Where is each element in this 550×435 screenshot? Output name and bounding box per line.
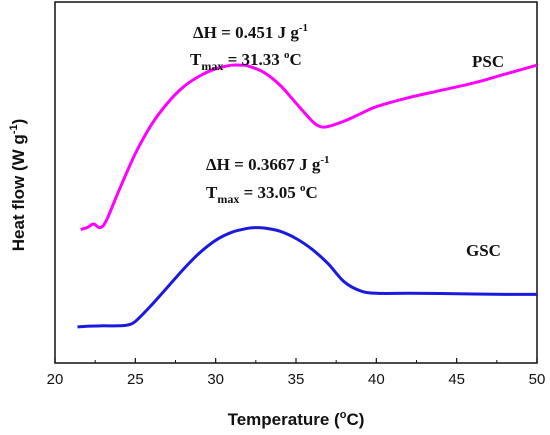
annotation-gsc-tmax: Tmax = 33.05 oC (206, 182, 318, 206)
x-axis-tick-labels: 20 25 30 35 40 45 50 (47, 371, 546, 388)
x-tick-label: 25 (127, 371, 144, 388)
series-line-psc (80, 63, 538, 231)
series-label-gsc: GSC (466, 241, 501, 260)
annotation-psc-enthalpy: ΔH = 0.451 J g-1 (193, 22, 308, 42)
y-axis-title: Heat flow (W g-1) (8, 119, 28, 252)
x-tick-label: 45 (448, 371, 465, 388)
x-tick-label: 30 (207, 371, 224, 388)
x-tick-label: 20 (47, 371, 64, 388)
annotation-gsc-enthalpy: ΔH = 0.3667 J g-1 (206, 154, 330, 174)
x-axis-title: Temperature (oC) (228, 409, 365, 429)
series-label-psc: PSC (472, 52, 504, 71)
x-tick-label: 50 (529, 371, 546, 388)
series-lines (77, 63, 538, 329)
x-tick-label: 40 (368, 371, 385, 388)
annotation-psc-tmax: Tmax = 31.33 oC (190, 49, 302, 73)
x-tick-label: 35 (288, 371, 305, 388)
series-line-gsc (77, 226, 538, 329)
x-axis-ticks (54, 358, 538, 363)
